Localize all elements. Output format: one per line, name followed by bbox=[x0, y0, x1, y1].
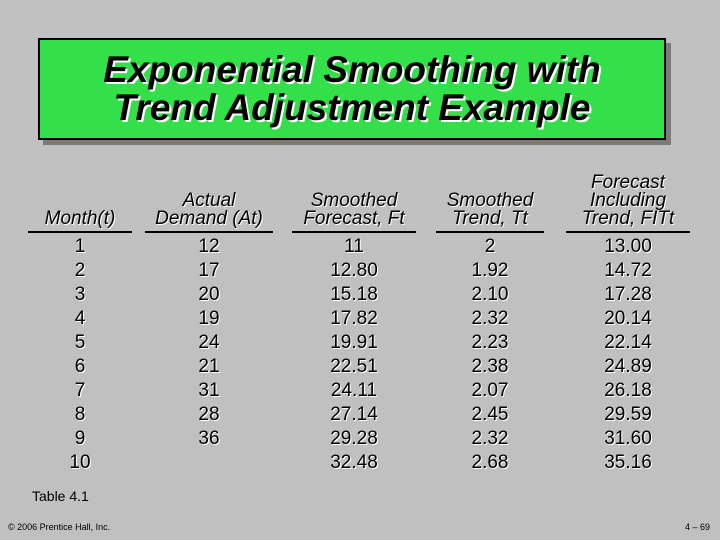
column-header: Month(t) bbox=[28, 150, 132, 228]
table-cell: 17 bbox=[198, 260, 220, 281]
table-cell: 24 bbox=[198, 332, 220, 353]
table-cell: 28 bbox=[198, 404, 220, 425]
table-cell: 21 bbox=[198, 356, 220, 377]
table-column-3: Smoothed Forecast, Ft 11 12.80 15.18 17.82 19.… bbox=[292, 150, 416, 475]
column-header-line: Forecast, Ft bbox=[303, 208, 405, 229]
title-box: Exponential Smoothing with Trend Adjustm… bbox=[38, 38, 666, 140]
table-cell: 2.23 bbox=[471, 332, 509, 353]
table-cell: 29.28 bbox=[330, 428, 378, 449]
table-column-4: Smoothed Trend, Tt 2 1.92 2.10 2.32 2.23 2.38 2.… bbox=[436, 150, 544, 475]
table-cell: 36 bbox=[198, 428, 220, 449]
table-cell: 31.60 bbox=[604, 428, 652, 449]
copyright-footer: © 2006 Prentice Hall, Inc. bbox=[8, 522, 111, 532]
table-cell: 12 bbox=[198, 236, 220, 257]
table-cell: 22.14 bbox=[604, 332, 652, 353]
table-cell: 19.91 bbox=[330, 332, 378, 353]
header-underline bbox=[566, 231, 690, 233]
table-cell: 7 bbox=[74, 380, 86, 401]
table-column-5: Forecast Including Trend, FITt 13.00 14.72 17… bbox=[566, 150, 690, 475]
table-cell: 6 bbox=[74, 356, 86, 377]
table-cell: 8 bbox=[74, 404, 86, 425]
header-underline bbox=[145, 231, 273, 233]
table-cell: 2.07 bbox=[471, 380, 509, 401]
table-cell: 2.68 bbox=[471, 452, 509, 473]
table-cell: 1.92 bbox=[471, 260, 509, 281]
table-cell: 13.00 bbox=[604, 236, 652, 257]
header-underline bbox=[28, 231, 132, 233]
table-cell: 17.82 bbox=[330, 308, 378, 329]
column-header-line: Month(t) bbox=[44, 208, 116, 229]
table-cell: 32.48 bbox=[330, 452, 378, 473]
table-cell: 35.16 bbox=[604, 452, 652, 473]
table-caption: Table 4.1 bbox=[32, 488, 89, 504]
slide-title-line-1: Exponential Smoothing with bbox=[103, 49, 601, 90]
table-cell: 20 bbox=[198, 284, 220, 305]
table-cell: 27.14 bbox=[330, 404, 378, 425]
table-cell: 9 bbox=[74, 428, 86, 449]
column-header: Forecast Including Trend, FITt bbox=[566, 150, 690, 228]
table-cell: 2.10 bbox=[471, 284, 509, 305]
table-cell: 26.18 bbox=[604, 380, 652, 401]
slide-title-line-2: Trend Adjustment Example bbox=[113, 87, 591, 128]
column-header-line: Actual bbox=[182, 190, 236, 211]
table-cell: 4 bbox=[74, 308, 86, 329]
column-header: Smoothed Forecast, Ft bbox=[292, 150, 416, 228]
table-cell: 10 bbox=[69, 452, 91, 473]
table-cell: 17.28 bbox=[604, 284, 652, 305]
table-cell: 11 bbox=[344, 236, 364, 257]
column-header-line: Trend, Tt bbox=[452, 208, 528, 229]
table-cell: 5 bbox=[74, 332, 86, 353]
column-header-line: Smoothed bbox=[310, 190, 398, 211]
table-cell: 2 bbox=[74, 260, 86, 281]
table-cell: 14.72 bbox=[604, 260, 652, 281]
page-number: 4 – 69 bbox=[684, 522, 710, 532]
table-column-2: Actual Demand (At) 12 17 20 19 24 21 31 28 36 bbox=[145, 150, 273, 451]
column-header-line: Trend, FITt bbox=[581, 208, 675, 229]
column-header-line: Forecast bbox=[591, 172, 665, 193]
table-cell: 3 bbox=[74, 284, 86, 305]
table-cell: 31 bbox=[198, 380, 220, 401]
column-header: Smoothed Trend, Tt bbox=[436, 150, 544, 228]
table-cell: 2.32 bbox=[471, 308, 509, 329]
table-cell: 24.89 bbox=[604, 356, 652, 377]
table-cell: 12.80 bbox=[330, 260, 378, 281]
table-column-1: Month(t) 1 2 3 4 5 6 7 8 9 10 bbox=[28, 150, 132, 475]
table-cell: 20.14 bbox=[604, 308, 652, 329]
table-cell: 2 bbox=[484, 236, 496, 257]
column-header-line: Including bbox=[589, 190, 667, 211]
column-header-line: Smoothed bbox=[446, 190, 534, 211]
table-cell: 19 bbox=[198, 308, 220, 329]
table-cell: 2.38 bbox=[471, 356, 509, 377]
table-cell: 29.59 bbox=[604, 404, 652, 425]
column-header: Actual Demand (At) bbox=[145, 150, 273, 228]
table-cell: 22.51 bbox=[330, 356, 378, 377]
table-cell: 1 bbox=[74, 236, 86, 257]
table-cell: 24.11 bbox=[330, 380, 378, 401]
header-underline bbox=[436, 231, 544, 233]
column-header-line: Demand (At) bbox=[155, 208, 263, 229]
table-cell: 2.45 bbox=[471, 404, 509, 425]
table-cell: 2.32 bbox=[471, 428, 509, 449]
table-cell: 15.18 bbox=[330, 284, 378, 305]
header-underline bbox=[292, 231, 416, 233]
